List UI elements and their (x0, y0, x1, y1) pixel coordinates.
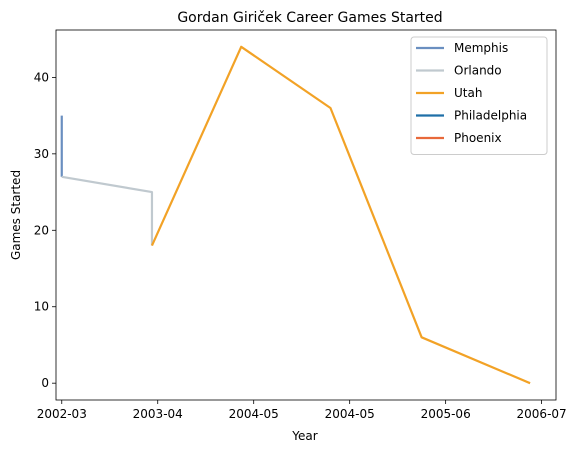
x-tick-label: 2002-03 (37, 407, 87, 421)
x-tick-label: 2004-05 (229, 407, 279, 421)
y-tick-label: 0 (41, 376, 49, 390)
x-axis: 2002-03 2003-04 2004-05 2004-05 2005-06 2006-… (37, 400, 566, 421)
series-line-orlando (61, 175, 154, 246)
series-line-utah (150, 45, 531, 385)
y-axis: 0 10 20 30 40 (34, 70, 56, 390)
legend-label-memphis: Memphis (454, 41, 508, 55)
x-tick-label: 2005-06 (421, 407, 471, 421)
chart-title: Gordan Giriček Career Games Started (177, 10, 442, 26)
legend-box (410, 36, 548, 155)
y-tick-label: 40 (34, 70, 49, 84)
legend-label-phoenix: Phoenix (454, 131, 502, 145)
legend: Memphis Orlando Utah Philadelphia Phoenix (410, 36, 548, 155)
y-axis-label: Games Started (9, 170, 23, 260)
x-axis-label: Year (291, 429, 317, 443)
y-tick-label: 20 (34, 223, 49, 237)
plot-lines (60, 45, 531, 385)
x-tick-label: 2003-04 (133, 407, 183, 421)
legend-label-philadelphia: Philadelphia (454, 109, 527, 123)
y-tick-label: 10 (34, 300, 49, 314)
y-tick-label: 30 (34, 147, 49, 161)
legend-label-utah: Utah (454, 86, 482, 100)
plot-area-frame (55, 29, 557, 401)
legend-label-orlando: Orlando (454, 64, 502, 78)
x-tick-label: 2004-05 (325, 407, 375, 421)
x-tick-label: 2006-07 (517, 407, 566, 421)
